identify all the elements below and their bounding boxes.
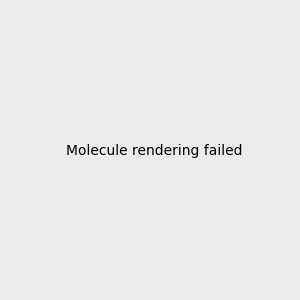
Text: Molecule rendering failed: Molecule rendering failed <box>65 145 242 158</box>
